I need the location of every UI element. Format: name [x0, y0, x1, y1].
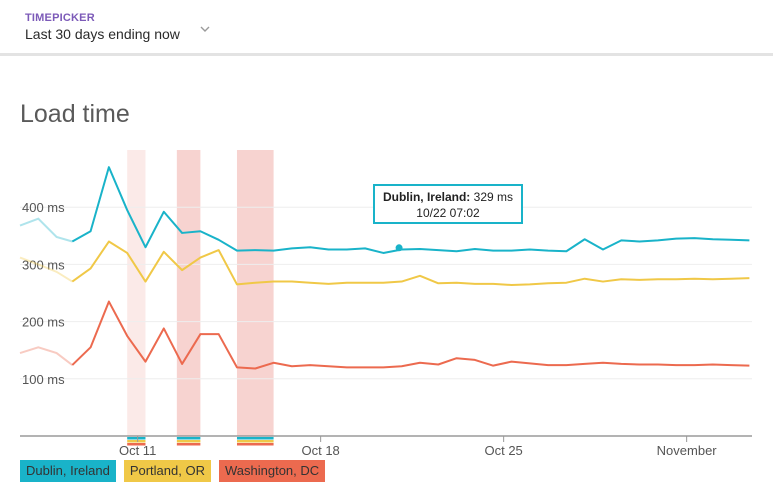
timepicker-dropdown[interactable]: TIMEPICKER Last 30 days ending now — [0, 0, 773, 53]
incident-marker — [127, 443, 146, 446]
incident-marker — [176, 440, 201, 443]
legend-item-washington[interactable]: Washington, DC — [218, 460, 326, 482]
incident-marker — [176, 443, 201, 446]
y-tick-label: 400 ms — [22, 200, 65, 215]
tooltip-location: Dublin, Ireland: — [382, 190, 471, 204]
incident-marker — [176, 437, 201, 440]
chart-legend: Dublin, Ireland Portland, OR Washington,… — [20, 460, 326, 482]
series-line — [71, 166, 750, 254]
legend-item-portland[interactable]: Portland, OR — [123, 460, 211, 482]
hover-tooltip: Dublin, Ireland: 329 ms 10/22 07:02 — [373, 184, 523, 224]
timepicker-value: Last 30 days ending now — [25, 26, 180, 42]
chart-title: Load time — [20, 100, 130, 128]
y-tick-label: 100 ms — [22, 372, 65, 387]
hover-point — [395, 244, 403, 252]
series-line — [71, 240, 750, 286]
x-tick-label: Oct 11 — [119, 443, 156, 458]
tooltip-time: 10/22 07:02 — [416, 206, 480, 220]
incident-marker — [236, 437, 274, 440]
series-line — [71, 300, 750, 370]
y-tick-label: 300 ms — [22, 257, 65, 272]
incident-band — [176, 150, 201, 436]
y-tick-label: 200 ms — [22, 315, 65, 330]
incident-band — [236, 150, 274, 436]
series-line-faded — [19, 217, 73, 243]
header-divider — [0, 53, 773, 56]
x-tick-label: Oct 18 — [301, 443, 339, 458]
incident-marker — [127, 440, 146, 443]
tooltip-value: 329 ms — [473, 190, 514, 204]
x-tick-label: Oct 25 — [484, 443, 522, 458]
series-line-faded — [19, 256, 73, 283]
incident-marker — [236, 440, 274, 443]
legend-item-dublin[interactable]: Dublin, Ireland — [20, 460, 116, 482]
incident-marker — [127, 437, 146, 440]
series-line-faded — [19, 346, 73, 366]
chevron-down-icon — [200, 26, 210, 32]
x-tick-label: November — [657, 443, 718, 458]
timepicker-label: TIMEPICKER — [25, 12, 95, 24]
incident-band — [127, 150, 146, 436]
incident-marker — [236, 443, 274, 446]
